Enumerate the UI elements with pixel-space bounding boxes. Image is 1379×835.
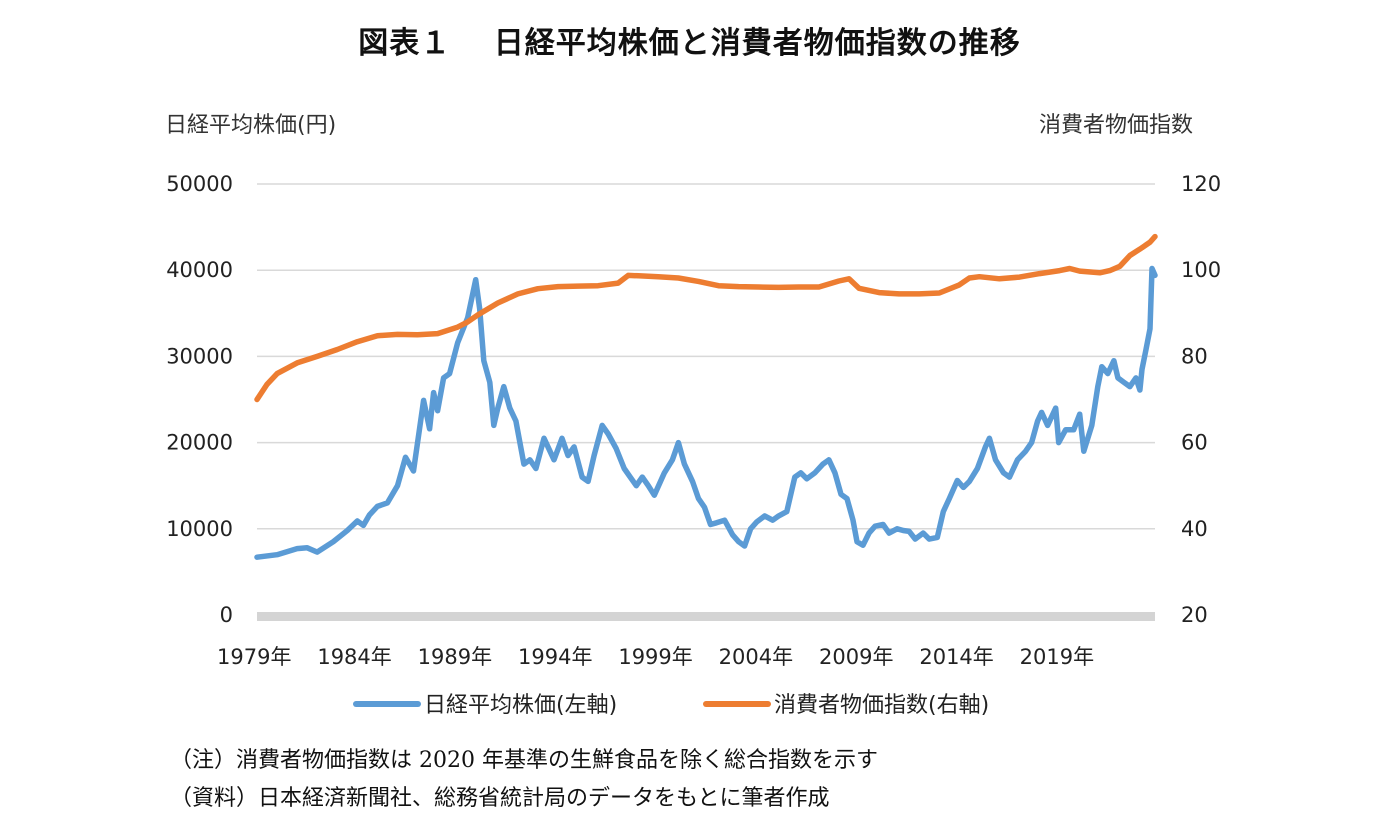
footnote-source: （資料）日本経済新聞社、総務省統計局のデータをもとに筆者作成 xyxy=(170,786,830,811)
y-right-tick-label: 60 xyxy=(1181,431,1208,455)
y-left-axis-title: 日経平均株価(円) xyxy=(165,113,336,138)
y-right-tick-label: 40 xyxy=(1181,517,1208,541)
x-tick-labels: 1979年 1984年 1989年 1994年 1999年 2004年 2009年 2014年… xyxy=(217,645,1094,669)
y-left-tick-label: 30000 xyxy=(166,344,233,368)
y-right-axis-title: 消費者物価指数 xyxy=(1039,113,1193,138)
y-left-tick-label: 0 xyxy=(220,603,233,627)
y-left-tick-label: 10000 xyxy=(166,517,233,541)
x-tick-label: 1984年 xyxy=(317,645,391,669)
y-left-tick-labels: 0 10000 20000 30000 40000 50000 xyxy=(166,172,233,627)
legend-label-cpi: 消費者物価指数(右軸) xyxy=(774,693,989,718)
y-left-tick-label: 50000 xyxy=(166,172,233,196)
y-right-tick-label: 100 xyxy=(1181,258,1221,282)
x-tick-label: 2004年 xyxy=(719,645,793,669)
y-right-tick-label: 80 xyxy=(1181,344,1208,368)
y-left-tick-label: 40000 xyxy=(166,258,233,282)
x-axis-baseline xyxy=(257,612,1155,621)
x-tick-label: 2009年 xyxy=(819,645,893,669)
y-left-tick-label: 20000 xyxy=(166,431,233,455)
footnote-note: （注）消費者物価指数は 2020 年基準の生鮮食品を除く総合指数を示す xyxy=(170,748,878,773)
series-line-cpi xyxy=(254,233,1158,403)
y-right-tick-labels: 20 40 60 80 100 120 xyxy=(1181,172,1221,627)
x-axis-band xyxy=(257,612,1155,621)
chart-title: 図表１ 日経平均株価と消費者物価指数の推移 xyxy=(358,26,1021,61)
y-right-tick-label: 120 xyxy=(1181,172,1221,196)
y-right-tick-label: 20 xyxy=(1181,603,1208,627)
series-line-nikkei xyxy=(254,265,1158,560)
x-tick-label: 1999年 xyxy=(618,645,692,669)
series-lines xyxy=(254,233,1158,560)
x-tick-label: 2019年 xyxy=(1020,645,1094,669)
x-tick-label: 1989年 xyxy=(418,645,492,669)
gridlines xyxy=(257,183,1155,530)
x-tick-label: 1979年 xyxy=(217,645,291,669)
x-tick-label: 1994年 xyxy=(518,645,592,669)
x-tick-label: 2014年 xyxy=(919,645,993,669)
legend-label-nikkei: 日経平均株価(左軸) xyxy=(424,693,617,718)
legend: 日経平均株価(左軸) 消費者物価指数(右軸) xyxy=(353,693,989,718)
